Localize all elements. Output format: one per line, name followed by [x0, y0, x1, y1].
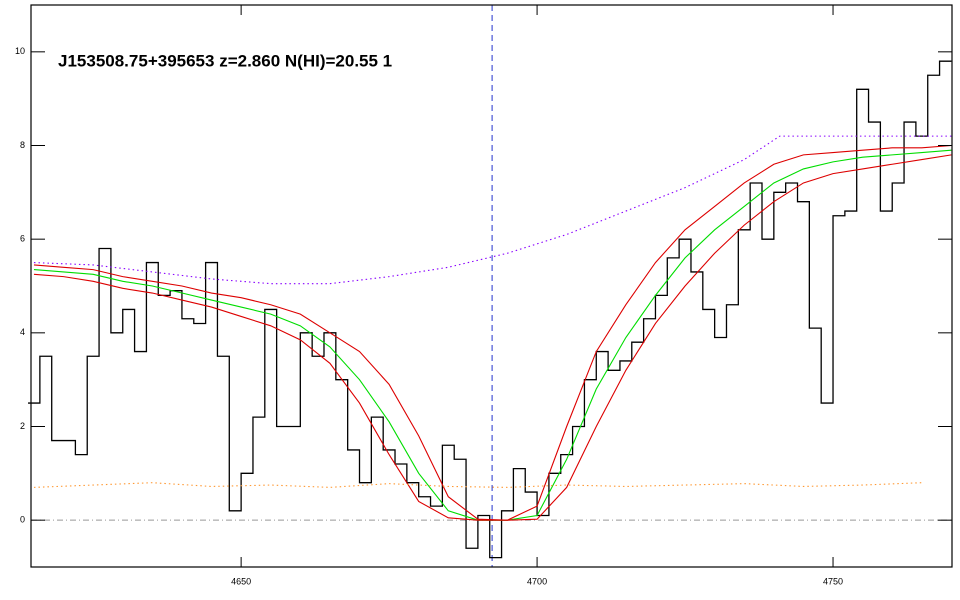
- model-curve: [33, 154, 952, 521]
- x-tick-label: 4750: [823, 576, 843, 586]
- y-tick-label: 8: [20, 140, 25, 150]
- y-tick-label: 10: [15, 46, 25, 56]
- mask-bottom: [0, 567, 960, 600]
- chart-title: J153508.75+395653 z=2.860 N(HI)=20.55 1: [58, 51, 392, 70]
- y-tick-label: 2: [20, 421, 25, 431]
- x-tick-label: 4700: [527, 576, 547, 586]
- y-tick-label: 4: [20, 327, 25, 337]
- x-tick-label: 4650: [231, 576, 251, 586]
- y-tick-label: 6: [20, 234, 25, 244]
- dotted-curve: [33, 135, 952, 285]
- mask-top: [0, 0, 960, 5]
- y-tick-label: 0: [20, 515, 25, 525]
- plot-frame: [30, 4, 953, 568]
- flux-histogram: [28, 60, 952, 559]
